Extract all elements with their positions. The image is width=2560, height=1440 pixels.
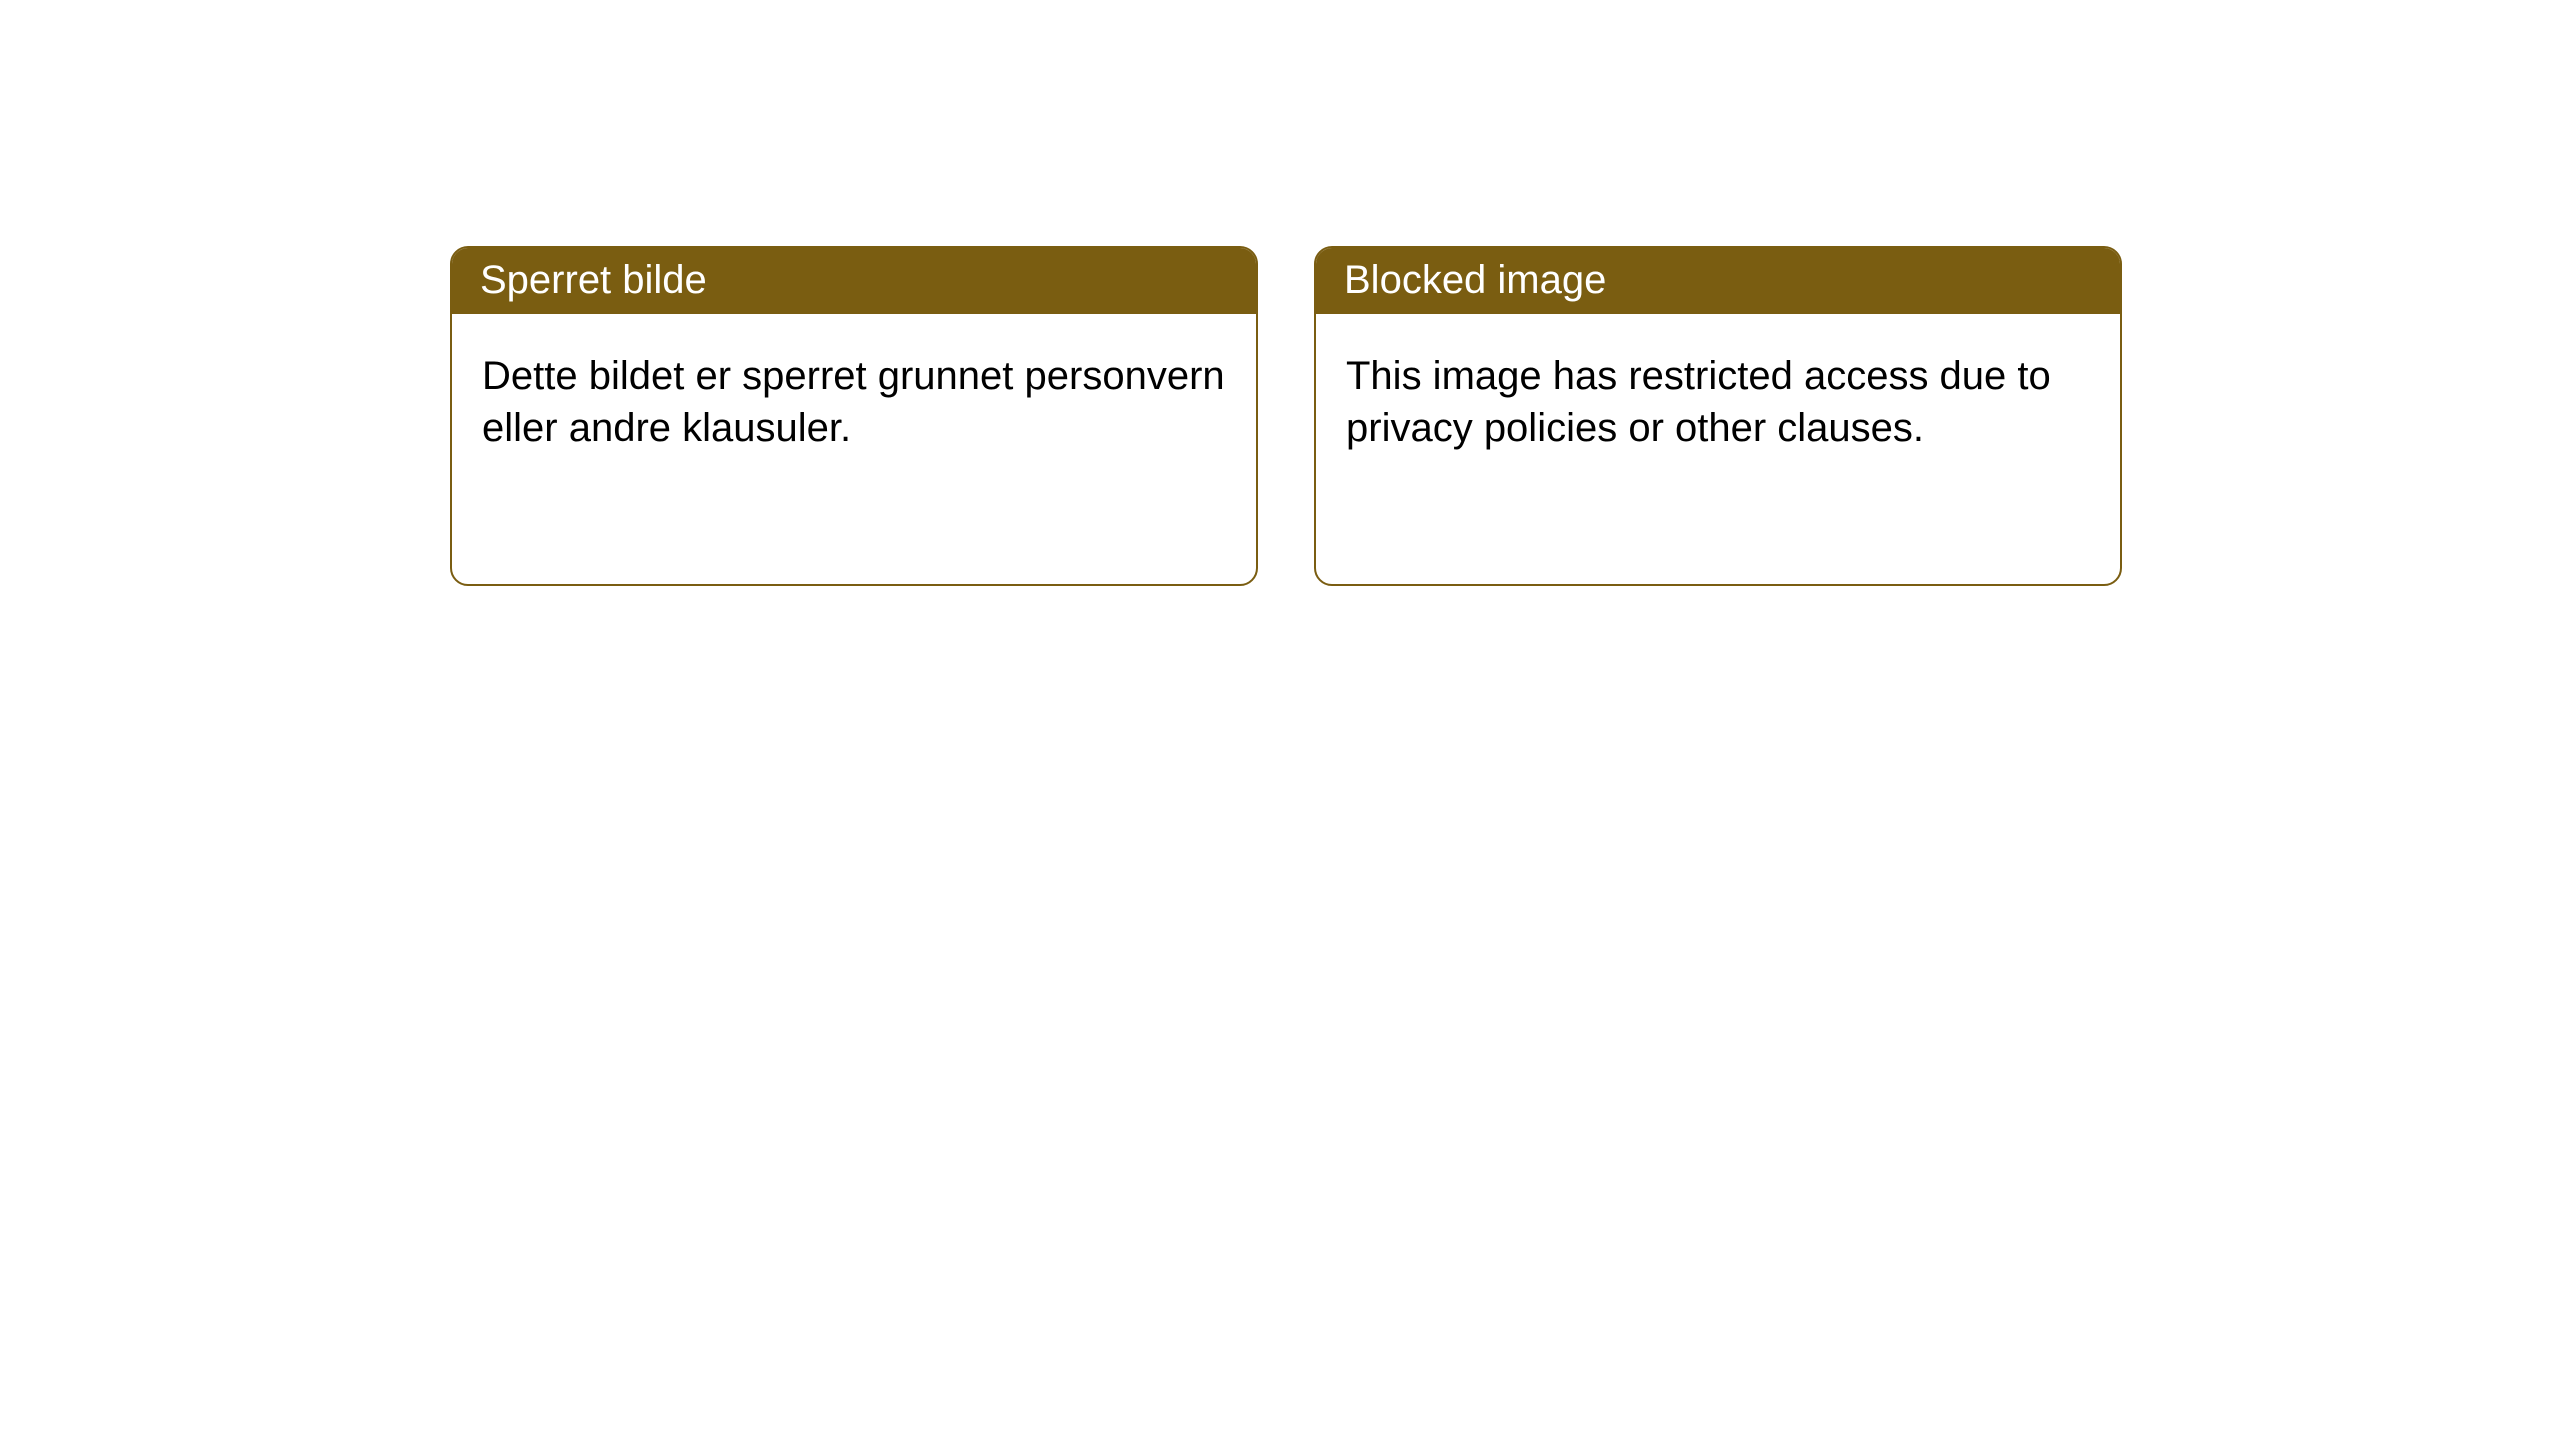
notice-card-title: Blocked image [1316,248,2120,314]
notice-card-body: Dette bildet er sperret grunnet personve… [452,314,1256,490]
notice-card-title: Sperret bilde [452,248,1256,314]
notice-card-body: This image has restricted access due to … [1316,314,2120,490]
notice-card-english: Blocked image This image has restricted … [1314,246,2122,586]
notice-card-norwegian: Sperret bilde Dette bildet er sperret gr… [450,246,1258,586]
notice-container: Sperret bilde Dette bildet er sperret gr… [0,0,2560,586]
